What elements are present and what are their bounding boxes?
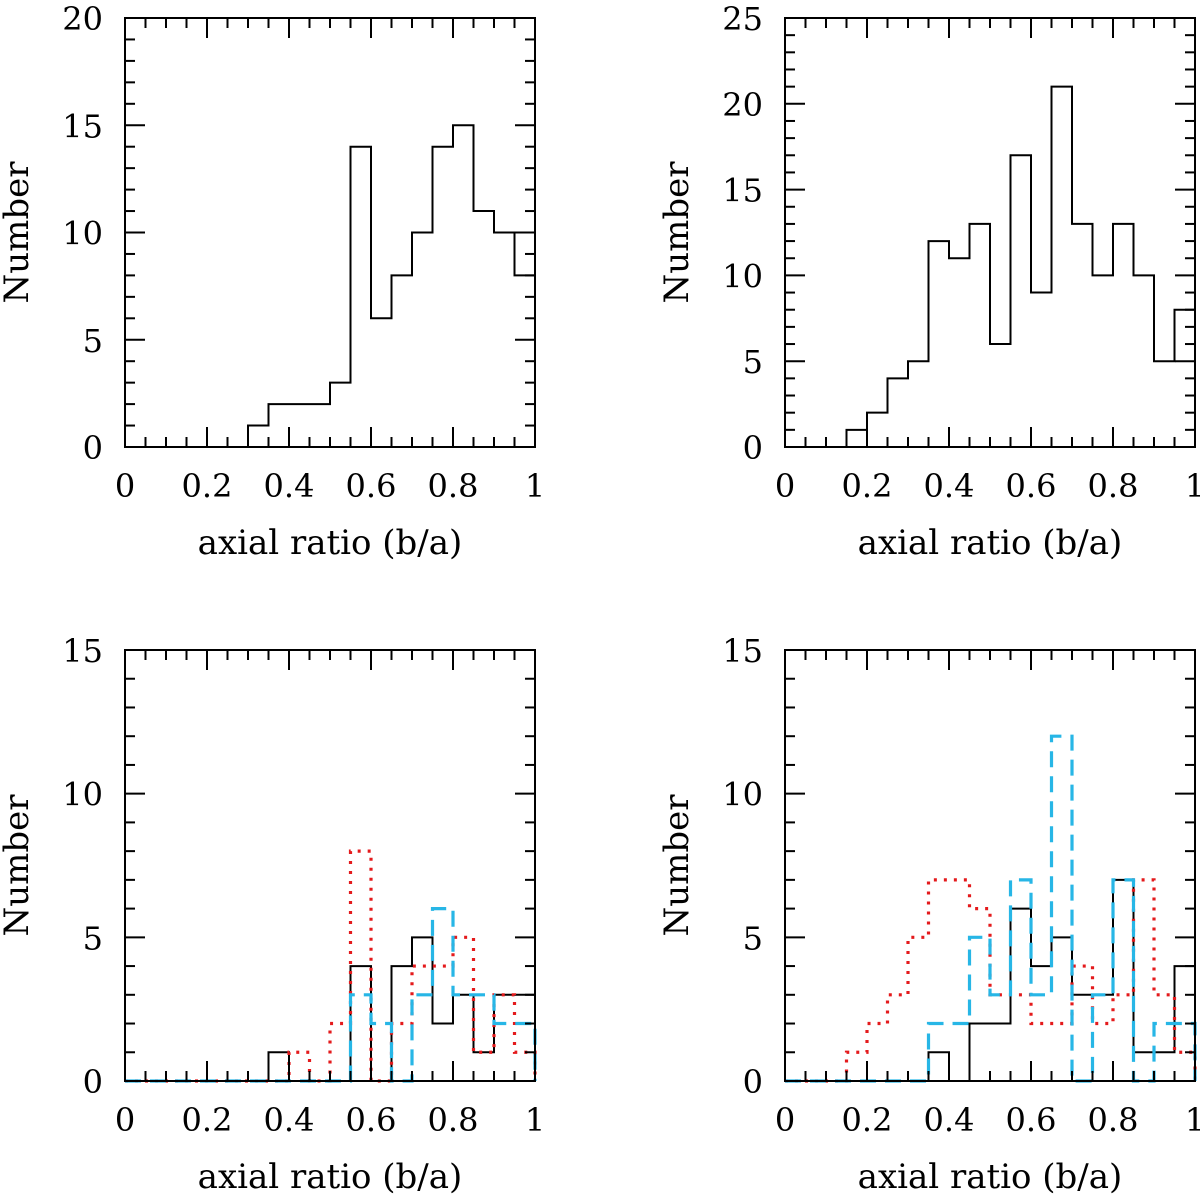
x-tick-label: 1 (525, 467, 545, 505)
x-axis-label: axial ratio (b/a) (198, 523, 463, 563)
y-tick-label: 15 (722, 632, 763, 670)
series-all-top-right (785, 85, 1196, 448)
x-tick-label: 0.2 (182, 467, 233, 505)
y-tick-label: 10 (722, 257, 763, 295)
x-tick-label: 1 (525, 1101, 545, 1139)
x-tick-label: 0 (115, 467, 135, 505)
x-tick-label: 1 (1185, 1101, 1200, 1139)
y-tick-label: 25 (722, 0, 763, 38)
x-tick-label: 0.4 (924, 467, 975, 505)
x-tick-label: 0.2 (842, 467, 893, 505)
x-tick-label: 0 (115, 1101, 135, 1139)
x-axis-label: axial ratio (b/a) (858, 523, 1123, 563)
y-tick-label: 5 (83, 322, 103, 360)
x-tick-label: 0.4 (264, 467, 315, 505)
y-axis-label: Number (0, 794, 37, 937)
x-tick-label: 0.6 (346, 1101, 397, 1139)
x-tick-label: 0.4 (924, 1101, 975, 1139)
y-tick-label: 0 (743, 1063, 763, 1101)
y-tick-label: 10 (722, 776, 763, 814)
x-tick-label: 0.6 (346, 467, 397, 505)
series-all-top-left (125, 124, 536, 448)
x-tick-label: 0.8 (1088, 467, 1139, 505)
x-tick-label: 1 (1185, 467, 1200, 505)
y-tick-label: 5 (743, 919, 763, 957)
x-tick-label: 0.8 (428, 1101, 479, 1139)
series-dashed-bottom-right (785, 734, 1197, 1083)
x-tick-label: 0.8 (1088, 1101, 1139, 1139)
y-axis-label: Number (657, 161, 697, 304)
x-tick-label: 0 (775, 467, 795, 505)
x-axis-label: axial ratio (b/a) (198, 1157, 463, 1197)
x-tick-label: 0.6 (1006, 467, 1057, 505)
y-tick-label: 15 (722, 172, 763, 210)
series-dashed-bottom-left (125, 907, 537, 1083)
y-tick-label: 5 (743, 343, 763, 381)
y-tick-label: 20 (722, 86, 763, 124)
y-tick-label: 15 (62, 632, 103, 670)
y-tick-label: 15 (62, 107, 103, 145)
y-tick-label: 10 (62, 776, 103, 814)
x-tick-label: 0.2 (842, 1101, 893, 1139)
y-axis-label: Number (657, 794, 697, 937)
y-axis-label: Number (0, 161, 37, 304)
y-tick-label: 0 (743, 429, 763, 467)
y-tick-label: 20 (62, 0, 103, 38)
x-axis-label: axial ratio (b/a) (858, 1157, 1123, 1197)
y-tick-label: 5 (83, 919, 103, 957)
x-tick-label: 0 (775, 1101, 795, 1139)
x-tick-label: 0.4 (264, 1101, 315, 1139)
x-tick-label: 0.6 (1006, 1101, 1057, 1139)
y-tick-label: 0 (83, 429, 103, 467)
y-tick-label: 0 (83, 1063, 103, 1101)
y-tick-label: 10 (62, 215, 103, 253)
x-tick-label: 0.2 (182, 1101, 233, 1139)
series-dotted-bottom-right (785, 878, 1197, 1083)
x-tick-label: 0.8 (428, 467, 479, 505)
